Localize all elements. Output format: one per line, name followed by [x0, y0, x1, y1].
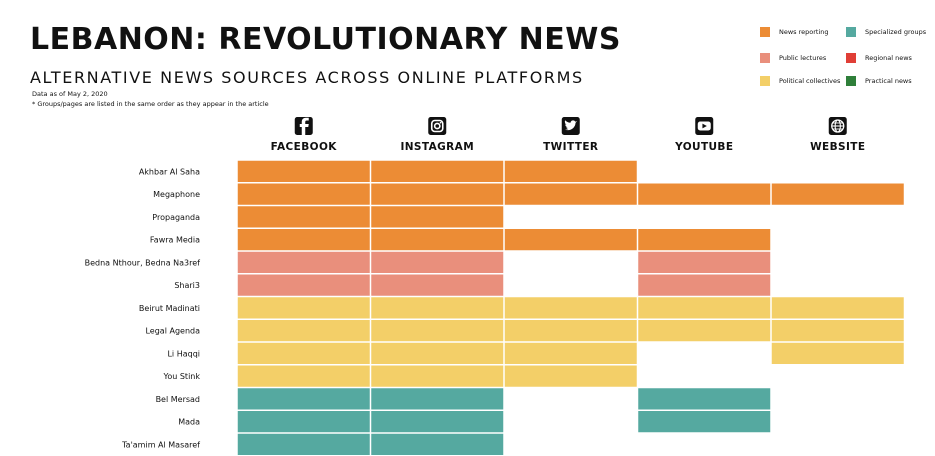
legend-label: Practical news: [865, 77, 912, 85]
presence-cell: [237, 229, 370, 251]
presence-cell: [237, 320, 370, 342]
platform-label: TWITTER: [543, 141, 598, 153]
legend-label: Specialized groups: [865, 28, 927, 36]
presence-cell: [638, 411, 771, 433]
presence-cell: [237, 411, 370, 433]
legend-item-political-collectives: Political collectives: [760, 75, 840, 87]
presence-cell: [504, 229, 637, 251]
row-label: Beirut Madinati: [139, 304, 200, 313]
legend-label: Political collectives: [779, 77, 841, 85]
legend-swatch: [760, 53, 770, 63]
row-label: Akhbar Al Saha: [139, 167, 200, 176]
order-footnote: * Groups/pages are listed in the same or…: [32, 100, 269, 108]
row-label: Megaphone: [153, 190, 200, 199]
presence-cell: [504, 160, 637, 182]
legend-label: Public lectures: [779, 54, 827, 62]
presence-cell: [638, 274, 771, 296]
presence-cell: [237, 297, 370, 319]
row-label: You Stink: [163, 372, 201, 381]
presence-cell: [237, 160, 370, 182]
presence-cell: [237, 388, 370, 410]
youtube-icon: [695, 117, 714, 135]
platform-label: FACEBOOK: [271, 141, 338, 153]
legend-item-regional-news: Regional news: [846, 52, 912, 64]
row-label: Shari3: [174, 281, 200, 290]
presence-cell: [237, 365, 370, 387]
legend-swatch: [846, 27, 856, 37]
presence-cell: [237, 342, 370, 364]
platform-label: INSTAGRAM: [400, 141, 474, 153]
instagram-frame: [430, 119, 444, 133]
presence-cell: [504, 365, 637, 387]
legend-swatch: [846, 53, 856, 63]
globe-icon: [828, 117, 847, 135]
legend-label: Regional news: [865, 54, 912, 62]
row-label: Bedna Nthour, Bedna Na3ref: [85, 258, 201, 267]
instagram-dot: [439, 121, 442, 124]
presence-cell: [371, 206, 504, 228]
twitter-bird: [564, 120, 578, 131]
presence-cell: [771, 320, 904, 342]
instagram-lens: [433, 122, 441, 130]
presence-cell: [237, 433, 370, 455]
presence-cell: [771, 342, 904, 364]
presence-cell: [371, 411, 504, 433]
presence-cell: [237, 183, 370, 205]
presence-cell: [638, 388, 771, 410]
presence-cell: [371, 365, 504, 387]
row-label: Ta'amim Al Masaref: [121, 440, 200, 449]
facebook-glyph: [299, 117, 309, 135]
legend-item-public-lectures: Public lectures: [760, 52, 826, 64]
presence-cell: [371, 160, 504, 182]
presence-cell: [371, 320, 504, 342]
presence-cell: [504, 320, 637, 342]
legend-swatch: [846, 76, 856, 86]
presence-cell: [638, 297, 771, 319]
presence-cell: [638, 183, 771, 205]
presence-cell: [638, 229, 771, 251]
presence-cell: [638, 251, 771, 273]
presence-cell: [371, 251, 504, 273]
platform-presence-chart: FACEBOOK INSTAGRAM TWITTER YOUTUBE WEBSITE Ak…: [85, 117, 904, 455]
row-label: Bel Mersad: [156, 395, 200, 404]
presence-cell: [371, 342, 504, 364]
presence-cell: [771, 297, 904, 319]
platform-label: YOUTUBE: [674, 141, 733, 153]
presence-cell: [371, 297, 504, 319]
youtube-play: [702, 123, 707, 129]
presence-cell: [371, 433, 504, 455]
presence-cell: [504, 342, 637, 364]
row-label: Legal Agenda: [145, 327, 200, 336]
chart-subtitle: ALTERNATIVE NEWS SOURCES ACROSS ONLINE P…: [30, 68, 584, 87]
legend-item-practical-news: Practical news: [846, 75, 912, 87]
presence-cell: [371, 183, 504, 205]
data-date-note: Data as of May 2, 2020: [32, 90, 108, 98]
row-label: Fawra Media: [150, 236, 200, 245]
legend-label: News reporting: [779, 28, 829, 36]
presence-cell: [237, 274, 370, 296]
platform-label: WEBSITE: [810, 141, 865, 153]
facebook-icon: [294, 117, 313, 135]
row-label: Propaganda: [152, 213, 200, 222]
legend-item-news-reporting: News reporting: [760, 26, 829, 38]
presence-cell: [638, 320, 771, 342]
presence-cell: [237, 251, 370, 273]
row-label: Li Haqqi: [167, 349, 200, 358]
presence-cell: [504, 183, 637, 205]
legend: News reporting Specialized groups Public…: [760, 26, 935, 92]
presence-cell: [371, 274, 504, 296]
chart-title: LEBANON: REVOLUTIONARY NEWS: [30, 22, 621, 57]
row-label: Mada: [178, 418, 200, 427]
presence-cell: [371, 388, 504, 410]
legend-item-specialized-groups: Specialized groups: [846, 26, 926, 38]
instagram-icon: [428, 117, 447, 135]
presence-cell: [371, 229, 504, 251]
presence-cell: [237, 206, 370, 228]
twitter-icon: [561, 117, 580, 135]
presence-cell: [504, 297, 637, 319]
presence-cell: [771, 183, 904, 205]
legend-swatch: [760, 76, 770, 86]
legend-swatch: [760, 27, 770, 37]
